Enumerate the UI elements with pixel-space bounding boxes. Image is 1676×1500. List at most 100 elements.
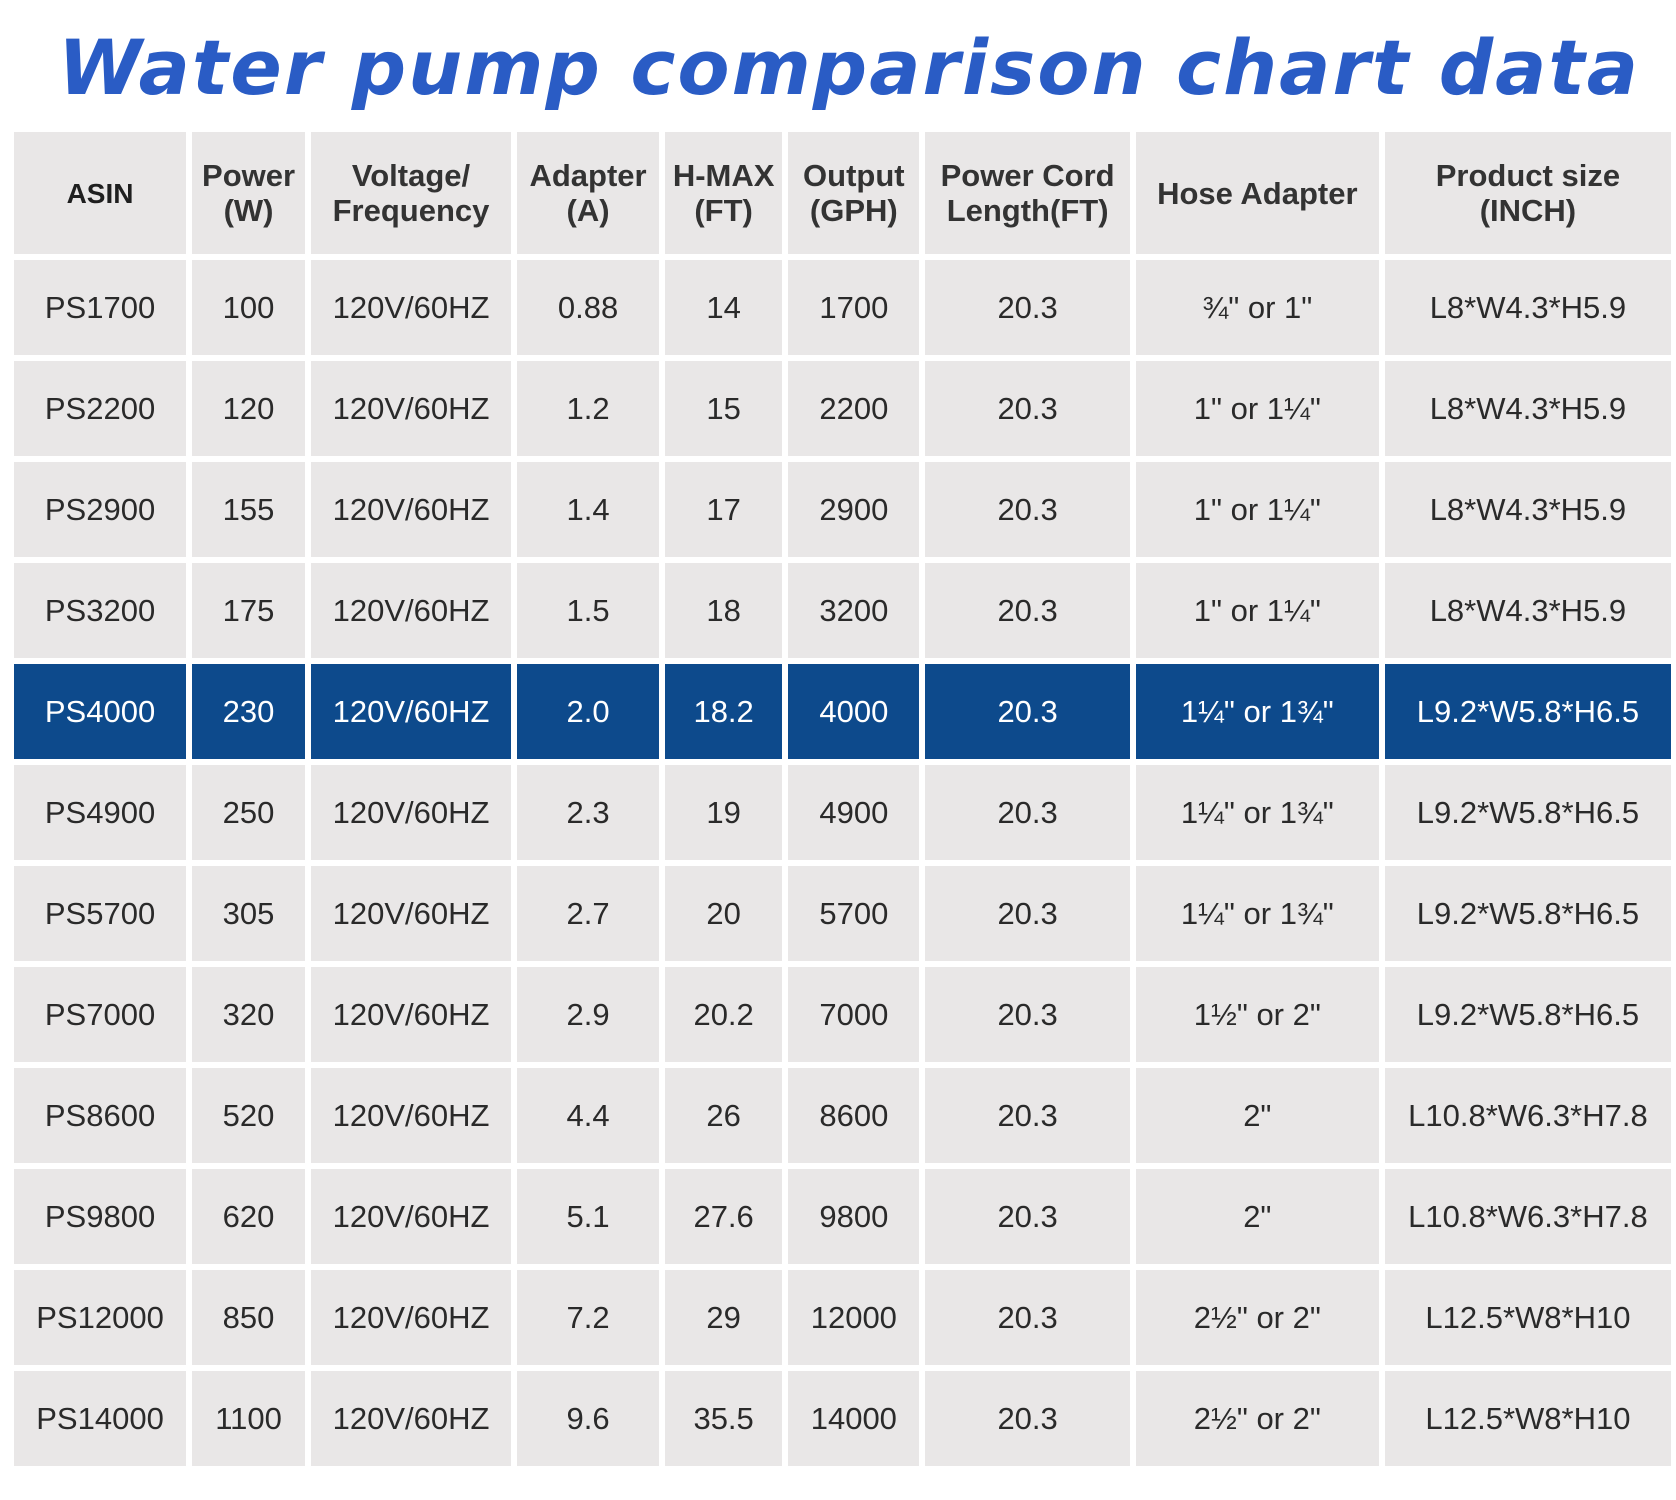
cell-hmax: 26 — [665, 1068, 783, 1163]
cell-adapter: 7.2 — [517, 1270, 660, 1365]
cell-hose: ¾" or 1" — [1135, 260, 1379, 355]
cell-voltage: 120V/60HZ — [311, 967, 512, 1062]
cell-hose: 1" or 1¼" — [1135, 563, 1379, 658]
cell-hose: 1¼" or 1¾" — [1135, 765, 1379, 860]
cell-voltage: 120V/60HZ — [311, 563, 512, 658]
cell-size: L9.2*W5.8*H6.5 — [1384, 967, 1671, 1062]
cell-hmax: 17 — [665, 462, 783, 557]
cell-cord: 20.3 — [925, 664, 1130, 759]
cell-hmax: 27.6 — [665, 1169, 783, 1264]
cell-hose: 1½" or 2" — [1135, 967, 1379, 1062]
cell-power: 305 — [192, 866, 305, 961]
cell-voltage: 120V/60HZ — [311, 765, 512, 860]
cell-adapter: 5.1 — [517, 1169, 660, 1264]
cell-size: L8*W4.3*H5.9 — [1384, 563, 1671, 658]
cell-hose: 2" — [1135, 1068, 1379, 1163]
column-header-label: (FT) — [694, 193, 753, 228]
cell-adapter: 4.4 — [517, 1068, 660, 1163]
column-header-label: Voltage/ — [351, 158, 471, 193]
cell-output: 3200 — [788, 563, 920, 658]
header-row: ASIN Power (W) Voltage/Frequency Adapter (A) H… — [14, 132, 1671, 254]
cell-voltage: 120V/60HZ — [311, 1068, 512, 1163]
cell-power: 250 — [192, 765, 305, 860]
cell-hose: 2" — [1135, 1169, 1379, 1264]
cell-hmax: 35.5 — [665, 1371, 783, 1466]
column-header-label: ASIN — [66, 177, 134, 209]
column-header-label: Length(FT) — [946, 193, 1109, 228]
cell-output: 4000 — [788, 664, 920, 759]
table-row-ps14000: PS14000 1100 120V/60HZ 9.6 35.5 14000 20.3 2½" … — [14, 1371, 1671, 1466]
cell-voltage: 120V/60HZ — [311, 260, 512, 355]
table-row-ps8600: PS8600 520 120V/60HZ 4.4 26 8600 20.3 2" L10.8*W… — [14, 1068, 1671, 1163]
cell-power: 320 — [192, 967, 305, 1062]
cell-cord: 20.3 — [925, 462, 1130, 557]
column-header-label: (GPH) — [809, 193, 898, 228]
cell-asin: PS7000 — [14, 967, 187, 1062]
cell-asin: PS8600 — [14, 1068, 187, 1163]
cell-output: 4900 — [788, 765, 920, 860]
cell-cord: 20.3 — [925, 1169, 1130, 1264]
cell-cord: 20.3 — [925, 866, 1130, 961]
cell-size: L8*W4.3*H5.9 — [1384, 361, 1671, 456]
cell-adapter: 1.2 — [517, 361, 660, 456]
cell-cord: 20.3 — [925, 563, 1130, 658]
column-header-cord: Power Cord Length(FT) — [925, 132, 1130, 254]
cell-output: 9800 — [788, 1169, 920, 1264]
cell-hmax: 18.2 — [665, 664, 783, 759]
cell-power: 100 — [192, 260, 305, 355]
cell-output: 14000 — [788, 1371, 920, 1466]
cell-cord: 20.3 — [925, 1068, 1130, 1163]
table-row-ps12000: PS12000 850 120V/60HZ 7.2 29 12000 20.3 2½" or … — [14, 1270, 1671, 1365]
cell-hmax: 20 — [665, 866, 783, 961]
cell-output: 8600 — [788, 1068, 920, 1163]
cell-hose: 1" or 1¼" — [1135, 361, 1379, 456]
cell-asin: PS4000 — [14, 664, 187, 759]
cell-size: L9.2*W5.8*H6.5 — [1384, 866, 1671, 961]
cell-power: 850 — [192, 1270, 305, 1365]
cell-hose: 2½" or 2" — [1135, 1371, 1379, 1466]
cell-asin: PS2900 — [14, 462, 187, 557]
cell-adapter: 2.3 — [517, 765, 660, 860]
comparison-table: ASIN Power (W) Voltage/Frequency Adapter (A) H… — [8, 126, 1676, 1472]
cell-cord: 20.3 — [925, 1270, 1130, 1365]
column-header-label: Output — [803, 158, 905, 193]
column-header-voltage: Voltage/Frequency — [311, 132, 512, 254]
cell-size: L8*W4.3*H5.9 — [1384, 260, 1671, 355]
column-header-label: (W) — [223, 193, 274, 228]
cell-asin: PS4900 — [14, 765, 187, 860]
cell-hmax: 14 — [665, 260, 783, 355]
column-header-size: Product size (INCH) — [1384, 132, 1671, 254]
table-row-ps7000: PS7000 320 120V/60HZ 2.9 20.2 7000 20.3 1½" or … — [14, 967, 1671, 1062]
cell-cord: 20.3 — [925, 361, 1130, 456]
cell-power: 120 — [192, 361, 305, 456]
cell-output: 1700 — [788, 260, 920, 355]
cell-asin: PS14000 — [14, 1371, 187, 1466]
table-row-ps5700: PS5700 305 120V/60HZ 2.7 20 5700 20.3 1¼" or 1¾… — [14, 866, 1671, 961]
cell-asin: PS12000 — [14, 1270, 187, 1365]
cell-size: L10.8*W6.3*H7.8 — [1384, 1068, 1671, 1163]
cell-hmax: 20.2 — [665, 967, 783, 1062]
cell-hmax: 19 — [665, 765, 783, 860]
table-row-ps9800: PS9800 620 120V/60HZ 5.1 27.6 9800 20.3 2" L10.8… — [14, 1169, 1671, 1264]
cell-voltage: 120V/60HZ — [311, 1169, 512, 1264]
column-header-label: Frequency — [332, 193, 490, 228]
cell-cord: 20.3 — [925, 765, 1130, 860]
cell-output: 12000 — [788, 1270, 920, 1365]
cell-output: 7000 — [788, 967, 920, 1062]
column-header-label: (INCH) — [1479, 193, 1577, 228]
cell-hmax: 29 — [665, 1270, 783, 1365]
cell-hose: 1" or 1¼" — [1135, 462, 1379, 557]
cell-cord: 20.3 — [925, 1371, 1130, 1466]
column-header-asin: ASIN — [14, 132, 187, 254]
cell-voltage: 120V/60HZ — [311, 1371, 512, 1466]
cell-size: L8*W4.3*H5.9 — [1384, 462, 1671, 557]
cell-output: 2900 — [788, 462, 920, 557]
cell-adapter: 2.9 — [517, 967, 660, 1062]
cell-hose: 1¼" or 1¾" — [1135, 866, 1379, 961]
cell-voltage: 120V/60HZ — [311, 462, 512, 557]
cell-asin: PS9800 — [14, 1169, 187, 1264]
cell-adapter: 9.6 — [517, 1371, 660, 1466]
cell-asin: PS1700 — [14, 260, 187, 355]
cell-adapter: 1.5 — [517, 563, 660, 658]
cell-power: 520 — [192, 1068, 305, 1163]
